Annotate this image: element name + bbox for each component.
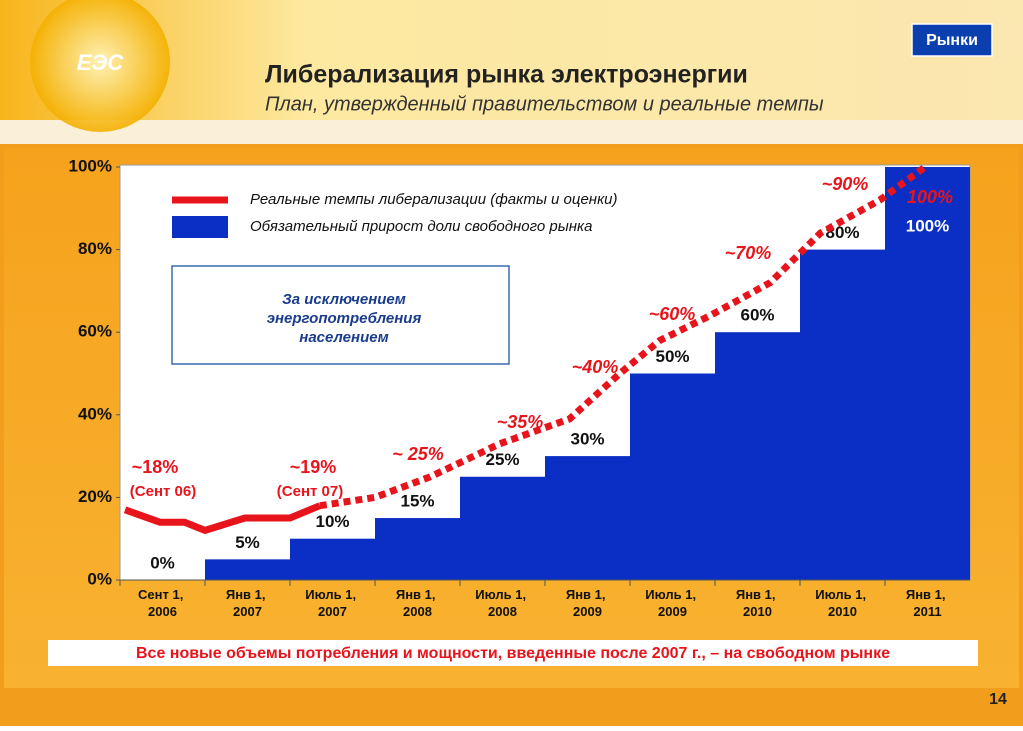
x-tick-label: Янв 1, 2008 — [396, 587, 439, 619]
x-tick-line: Янв 1, — [226, 587, 269, 602]
x-tick-label: Янв 1, 2009 — [566, 587, 609, 619]
step-bar — [460, 476, 545, 580]
x-tick-line: 2009 — [573, 604, 602, 619]
x-tick-line: Янв 1, — [906, 587, 949, 602]
x-tick-label: Июль 1, 2008 — [475, 587, 529, 619]
x-tick-line: 2008 — [403, 604, 432, 619]
x-tick-line: Янв 1, — [396, 587, 439, 602]
x-tick-line: Июль 1, — [815, 587, 869, 602]
x-tick-line: Сент 1, — [138, 587, 187, 602]
value-label: 15% — [400, 492, 434, 511]
x-tick-label: Янв 1, 2007 — [226, 587, 269, 619]
x-tick-line: Июль 1, — [305, 587, 359, 602]
annotation: ~ 25% — [392, 444, 444, 464]
x-tick-line: Июль 1, — [475, 587, 529, 602]
x-tick-line: 2011 — [913, 604, 941, 619]
real-line — [319, 164, 928, 510]
value-label: 10% — [315, 512, 349, 531]
annotation: 100% — [907, 187, 953, 207]
banner-box — [48, 640, 978, 666]
annotation: ~70% — [725, 243, 772, 263]
badge-box — [911, 23, 993, 57]
x-tick-line: 2008 — [488, 604, 517, 619]
header-band — [0, 0, 1023, 120]
logo: ЕЭС — [77, 50, 124, 75]
value-label: 80% — [825, 223, 859, 242]
annotation: ~60% — [649, 304, 696, 324]
x-tick-label: Июль 1, 2007 — [305, 587, 359, 619]
y-tick-label: 0% — [87, 569, 112, 588]
value-label: 5% — [235, 533, 260, 552]
annotation: ~18% — [132, 457, 179, 477]
x-tick-line: 2010 — [828, 604, 857, 619]
legend-swatch — [172, 216, 228, 238]
x-tick-line: Янв 1, — [736, 587, 779, 602]
value-label: 60% — [740, 306, 774, 325]
step-bar — [885, 167, 970, 580]
value-label: 30% — [570, 430, 604, 449]
value-label: 25% — [485, 450, 519, 469]
note: За исключением — [282, 291, 406, 308]
page-number: 14 — [989, 691, 1007, 708]
step-bar — [630, 373, 715, 580]
x-tick-label: Июль 1, 2010 — [815, 587, 869, 619]
value-label: 0% — [150, 553, 175, 572]
annotation: (Сент 07) — [277, 483, 343, 500]
annotation: ~35% — [497, 412, 544, 432]
x-tick-line: 2007 — [233, 604, 262, 619]
step-bar — [290, 538, 375, 580]
note: населением — [299, 329, 388, 346]
x-tick-label: Янв 1, 2011 — [906, 587, 949, 619]
value-label: 100% — [906, 216, 949, 235]
step-bar — [375, 518, 460, 580]
x-tick-line: 2009 — [658, 604, 687, 619]
note: энергопотребления — [267, 310, 422, 327]
step-bar — [715, 332, 800, 580]
step-bar — [205, 559, 290, 580]
x-tick-line: Янв 1, — [566, 587, 609, 602]
legend-label: Реальные темпы либерализации (факты и оц… — [250, 191, 618, 208]
annotation: (Сент 06) — [130, 483, 196, 500]
logo-sun — [30, 0, 170, 132]
value-label: 50% — [655, 347, 689, 366]
step-bar — [800, 249, 885, 580]
y-tick-label: 100% — [69, 156, 112, 175]
x-tick-label: Янв 1, 2010 — [736, 587, 779, 619]
step-bar — [545, 456, 630, 580]
note-box — [171, 265, 510, 365]
y-tick-label: 20% — [78, 487, 112, 506]
y-tick-label: 40% — [78, 404, 112, 423]
y-tick-label: 60% — [78, 322, 112, 341]
real-line — [123, 502, 322, 535]
x-tick-line: Июль 1, — [645, 587, 699, 602]
title: Либерализация рынка электроэнергии — [265, 61, 748, 89]
annotation: ~90% — [822, 174, 869, 194]
x-tick-label: Сент 1, 2006 — [138, 587, 187, 619]
x-tick-label: Июль 1, 2009 — [645, 587, 699, 619]
y-tick-label: 80% — [78, 239, 112, 258]
subtitle: План, утвержденный правительством и реал… — [265, 93, 824, 115]
x-tick-line: 2006 — [148, 604, 177, 619]
badge: Рынки — [926, 32, 978, 49]
annotation: ~19% — [290, 457, 337, 477]
x-tick-line: 2007 — [318, 604, 347, 619]
banner: Все новые объемы потребления и мощности,… — [136, 645, 890, 662]
annotation: ~40% — [572, 357, 619, 377]
x-tick-line: 2010 — [743, 604, 772, 619]
header-strip — [0, 120, 1023, 144]
legend-label: Обязательный прирост доли свободного рын… — [250, 218, 592, 235]
